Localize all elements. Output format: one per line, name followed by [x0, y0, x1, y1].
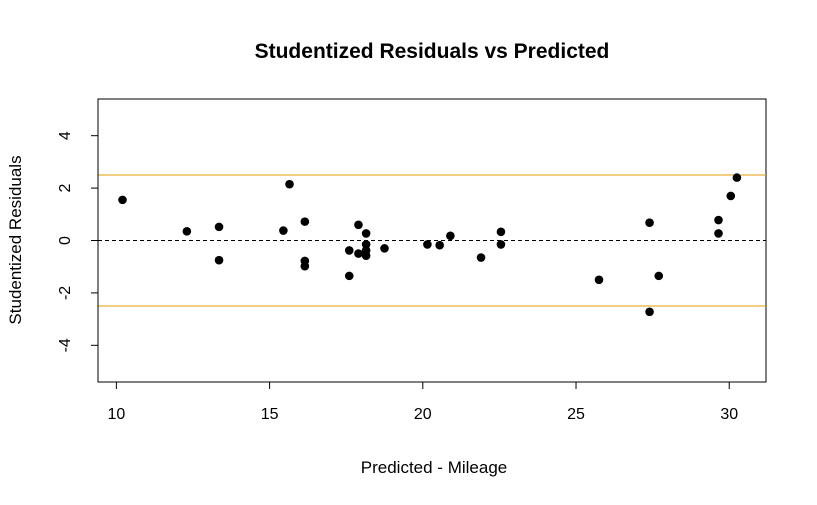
y-axis: -4 -2 0 2 4 [57, 131, 99, 352]
y-tick-label: 2 [57, 184, 74, 193]
data-point [446, 231, 455, 241]
y-axis-label: Studentized Residuals [6, 155, 25, 324]
x-tick-label: 15 [261, 406, 279, 423]
data-point [714, 215, 723, 225]
x-tick-label: 25 [567, 406, 585, 423]
data-point [361, 229, 371, 238]
data-points [118, 173, 742, 317]
y-tick-label: -2 [57, 286, 74, 300]
data-point [214, 255, 224, 265]
x-tick-label: 20 [414, 406, 432, 423]
x-tick-label: 10 [107, 406, 125, 423]
x-tick-label: 30 [720, 406, 738, 423]
data-point [594, 275, 604, 285]
data-point [496, 240, 506, 249]
data-point [645, 218, 654, 227]
data-point [354, 249, 363, 258]
data-point [654, 271, 664, 281]
chart-title: Studentized Residuals vs Predicted [255, 40, 610, 63]
data-point [726, 191, 736, 201]
data-point [476, 253, 486, 262]
data-point [182, 227, 192, 236]
data-point [344, 271, 354, 281]
data-point [300, 261, 310, 271]
data-point [279, 226, 288, 235]
reference-lines [98, 174, 766, 307]
data-point [361, 240, 371, 249]
data-point [732, 173, 742, 182]
y-tick-label: -4 [57, 338, 74, 352]
data-point [344, 246, 354, 255]
data-point [645, 307, 654, 317]
y-tick-label: 0 [57, 236, 74, 245]
x-axis: 10 15 20 25 30 [107, 381, 738, 423]
data-point [285, 179, 294, 189]
data-point [354, 220, 363, 230]
data-point [118, 195, 127, 205]
data-point [214, 222, 224, 232]
data-point [496, 227, 506, 237]
data-point [380, 244, 389, 253]
data-point [435, 240, 444, 250]
data-point [714, 229, 723, 238]
y-tick-label: 4 [57, 131, 74, 140]
data-point [361, 251, 371, 260]
x-axis-label: Predicted - Mileage [361, 458, 507, 477]
data-point [423, 240, 432, 249]
data-point [300, 217, 310, 226]
